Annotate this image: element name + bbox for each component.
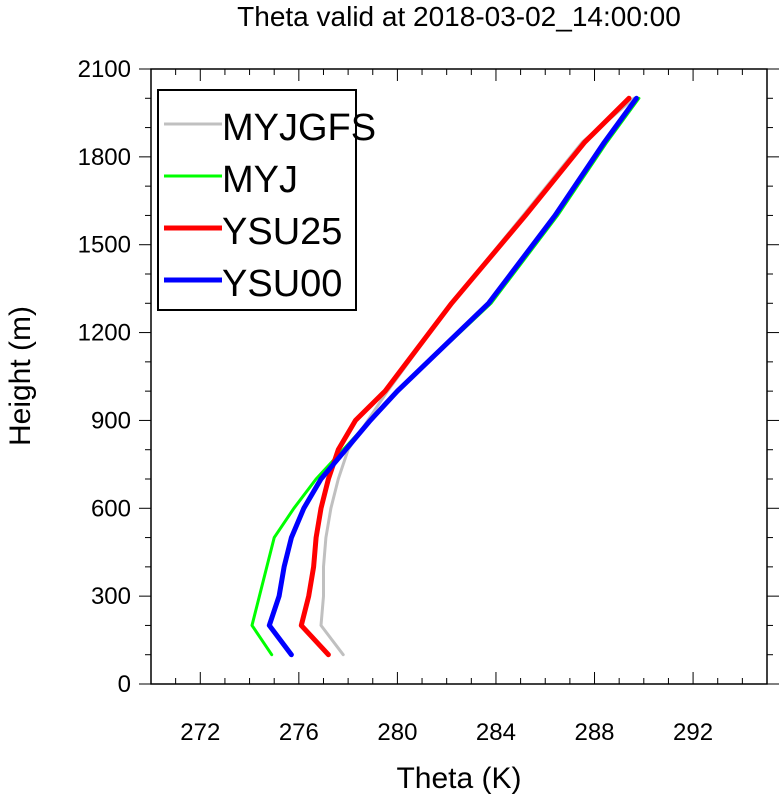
y-tick-label: 1800: [78, 144, 131, 171]
y-tick-label: 1200: [78, 320, 131, 347]
series-layer: [250, 95, 641, 658]
x-tick-label: 288: [574, 719, 614, 746]
x-axis-tick-labels: 272 276 280 284 288 292: [180, 719, 713, 746]
legend: MYJGFS MYJ YSU25 YSU00: [157, 89, 376, 311]
chart-title: Theta valid at 2018-03-02_14:00:00: [237, 1, 681, 32]
x-tick-label: 276: [279, 719, 319, 746]
y-axis-label: Height (m): [4, 306, 37, 446]
legend-label-myjgfs: MYJGFS: [222, 107, 376, 149]
x-tick-label: 272: [180, 719, 220, 746]
legend-label-ysu00: YSU00: [222, 263, 342, 305]
legend-label-ysu25: YSU25: [222, 211, 342, 253]
y-tick-label: 900: [91, 407, 131, 434]
y-tick-label: 600: [91, 495, 131, 522]
y-tick-label: 300: [91, 583, 131, 610]
y-tick-label: 1500: [78, 232, 131, 259]
series-line-ysu00: [266, 95, 639, 658]
x-tick-label: 280: [377, 719, 417, 746]
x-axis-label: Theta (K): [396, 762, 521, 795]
x-axis-ticks: [150, 69, 768, 684]
y-axis-tick-labels: 0 300 600 900 1200 1500 1800 2100: [78, 56, 131, 698]
x-tick-label: 284: [476, 719, 516, 746]
plot-frame: [150, 68, 768, 685]
y-axis-ticks: [139, 68, 779, 685]
legend-box: [157, 89, 357, 311]
series-line-myjgfs: [319, 96, 636, 657]
y-tick-label: 2100: [78, 56, 131, 83]
legend-label-myj: MYJ: [222, 159, 298, 201]
x-tick-label: 292: [673, 719, 713, 746]
y-tick-label: 0: [118, 671, 131, 698]
